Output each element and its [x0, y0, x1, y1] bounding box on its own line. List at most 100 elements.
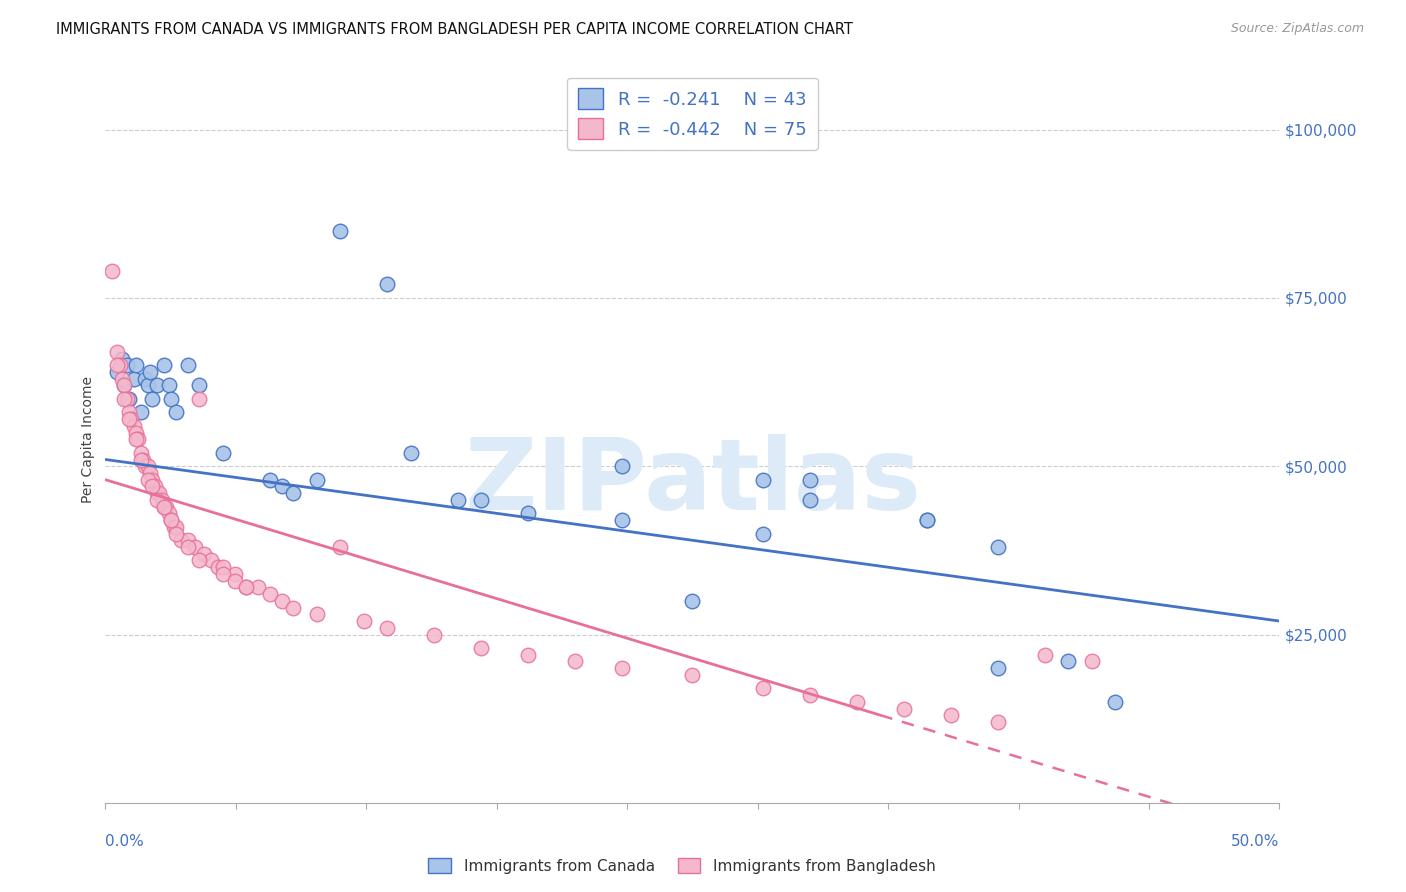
Point: [134, 372, 156, 386]
Point: [112, 392, 135, 406]
Point: [375, 621, 398, 635]
Point: [141, 392, 163, 406]
Point: [160, 513, 183, 527]
Point: [799, 473, 821, 487]
Point: [752, 473, 775, 487]
Point: [893, 701, 915, 715]
Point: [176, 540, 198, 554]
Point: [146, 492, 169, 507]
Point: [129, 452, 152, 467]
Point: [987, 714, 1010, 729]
Point: [132, 452, 155, 467]
Point: [329, 540, 352, 554]
Point: [127, 433, 149, 447]
Point: [112, 378, 135, 392]
Point: [141, 473, 163, 487]
Point: [259, 587, 281, 601]
Point: [153, 500, 176, 514]
Point: [987, 661, 1010, 675]
Point: [305, 607, 328, 622]
Point: [270, 594, 292, 608]
Point: [845, 695, 868, 709]
Point: [118, 405, 141, 419]
Point: [111, 372, 134, 386]
Point: [188, 392, 211, 406]
Point: [799, 492, 821, 507]
Point: [235, 581, 257, 595]
Point: [157, 507, 180, 521]
Point: [211, 446, 233, 460]
Point: [915, 513, 938, 527]
Point: [118, 412, 141, 426]
Text: 50.0%: 50.0%: [1232, 834, 1279, 849]
Point: [105, 344, 128, 359]
Text: Source: ZipAtlas.com: Source: ZipAtlas.com: [1230, 22, 1364, 36]
Point: [125, 433, 148, 447]
Point: [799, 688, 821, 702]
Point: [139, 466, 162, 480]
Point: [111, 351, 134, 366]
Point: [399, 446, 422, 460]
Point: [105, 358, 128, 372]
Point: [224, 566, 246, 581]
Point: [141, 479, 163, 493]
Point: [207, 560, 229, 574]
Point: [134, 459, 156, 474]
Point: [157, 378, 180, 392]
Point: [122, 372, 145, 386]
Point: [752, 526, 775, 541]
Point: [1057, 655, 1080, 669]
Point: [610, 513, 633, 527]
Point: [115, 358, 138, 372]
Point: [259, 473, 281, 487]
Point: [118, 392, 141, 406]
Point: [122, 418, 145, 433]
Point: [146, 486, 169, 500]
Point: [517, 648, 540, 662]
Point: [283, 600, 305, 615]
Point: [211, 560, 233, 574]
Point: [136, 473, 159, 487]
Point: [139, 365, 162, 379]
Point: [153, 358, 176, 372]
Point: [150, 492, 173, 507]
Text: IMMIGRANTS FROM CANADA VS IMMIGRANTS FROM BANGLADESH PER CAPITA INCOME CORRELATI: IMMIGRANTS FROM CANADA VS IMMIGRANTS FRO…: [56, 22, 853, 37]
Point: [752, 681, 775, 696]
Point: [470, 640, 492, 655]
Point: [183, 540, 205, 554]
Point: [305, 473, 328, 487]
Point: [169, 533, 191, 548]
Point: [200, 553, 222, 567]
Point: [283, 486, 305, 500]
Point: [270, 479, 292, 493]
Point: [188, 553, 211, 567]
Legend: R =  -0.241    N = 43, R =  -0.442    N = 75: R = -0.241 N = 43, R = -0.442 N = 75: [568, 78, 817, 150]
Point: [105, 365, 128, 379]
Text: 0.0%: 0.0%: [105, 834, 145, 849]
Point: [125, 358, 148, 372]
Point: [108, 358, 131, 372]
Text: ZIPatlas: ZIPatlas: [464, 434, 921, 532]
Point: [115, 392, 138, 406]
Point: [165, 405, 187, 419]
Legend: Immigrants from Canada, Immigrants from Bangladesh: Immigrants from Canada, Immigrants from …: [422, 852, 942, 880]
Point: [353, 614, 375, 628]
Point: [1033, 648, 1056, 662]
Point: [153, 500, 176, 514]
Point: [146, 378, 169, 392]
Point: [162, 520, 184, 534]
Point: [148, 486, 170, 500]
Point: [681, 594, 703, 608]
Point: [517, 507, 540, 521]
Point: [681, 668, 703, 682]
Point: [610, 459, 633, 474]
Point: [423, 627, 446, 641]
Point: [129, 405, 152, 419]
Point: [165, 520, 187, 534]
Point: [125, 425, 148, 440]
Point: [375, 277, 398, 292]
Point: [610, 661, 633, 675]
Point: [329, 224, 352, 238]
Point: [176, 533, 198, 548]
Point: [188, 378, 211, 392]
